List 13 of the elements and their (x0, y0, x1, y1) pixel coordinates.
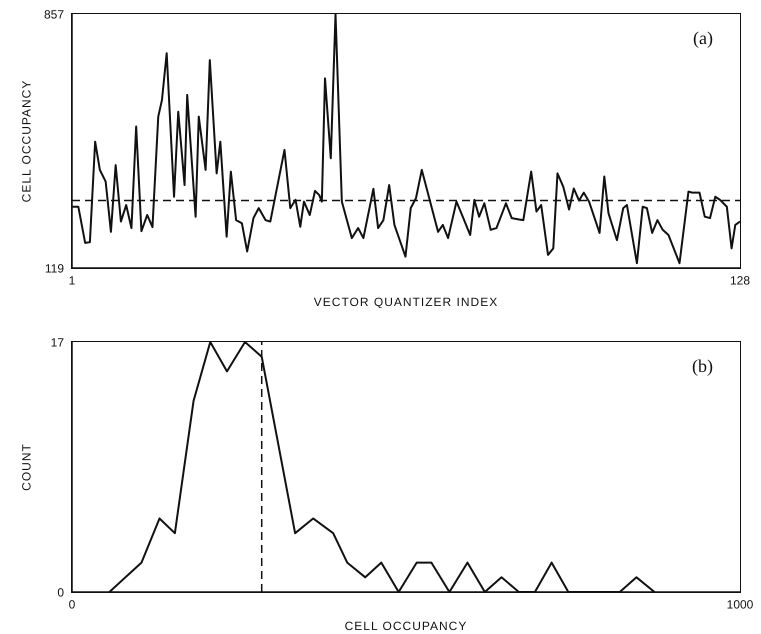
annotation: (b) (692, 356, 713, 377)
y-tick-label: 0 (57, 585, 64, 600)
y-axis-title: COUNT (19, 443, 34, 491)
x-tick-label: 128 (730, 274, 750, 288)
y-tick-label: 857 (44, 7, 64, 22)
x-tick-label: 1 (68, 274, 76, 288)
x-tick-label: 1000 (726, 598, 754, 612)
y-axis-title: CELL OCCUPANCY (19, 80, 34, 202)
x-axis-title: CELL OCCUPANCY (344, 619, 468, 633)
annotation: (a) (693, 28, 713, 49)
y-tick-label: 17 (50, 335, 64, 350)
y-tick-label: 119 (44, 261, 64, 276)
x-axis-title: VECTOR QUANTIZER INDEX (314, 295, 498, 309)
